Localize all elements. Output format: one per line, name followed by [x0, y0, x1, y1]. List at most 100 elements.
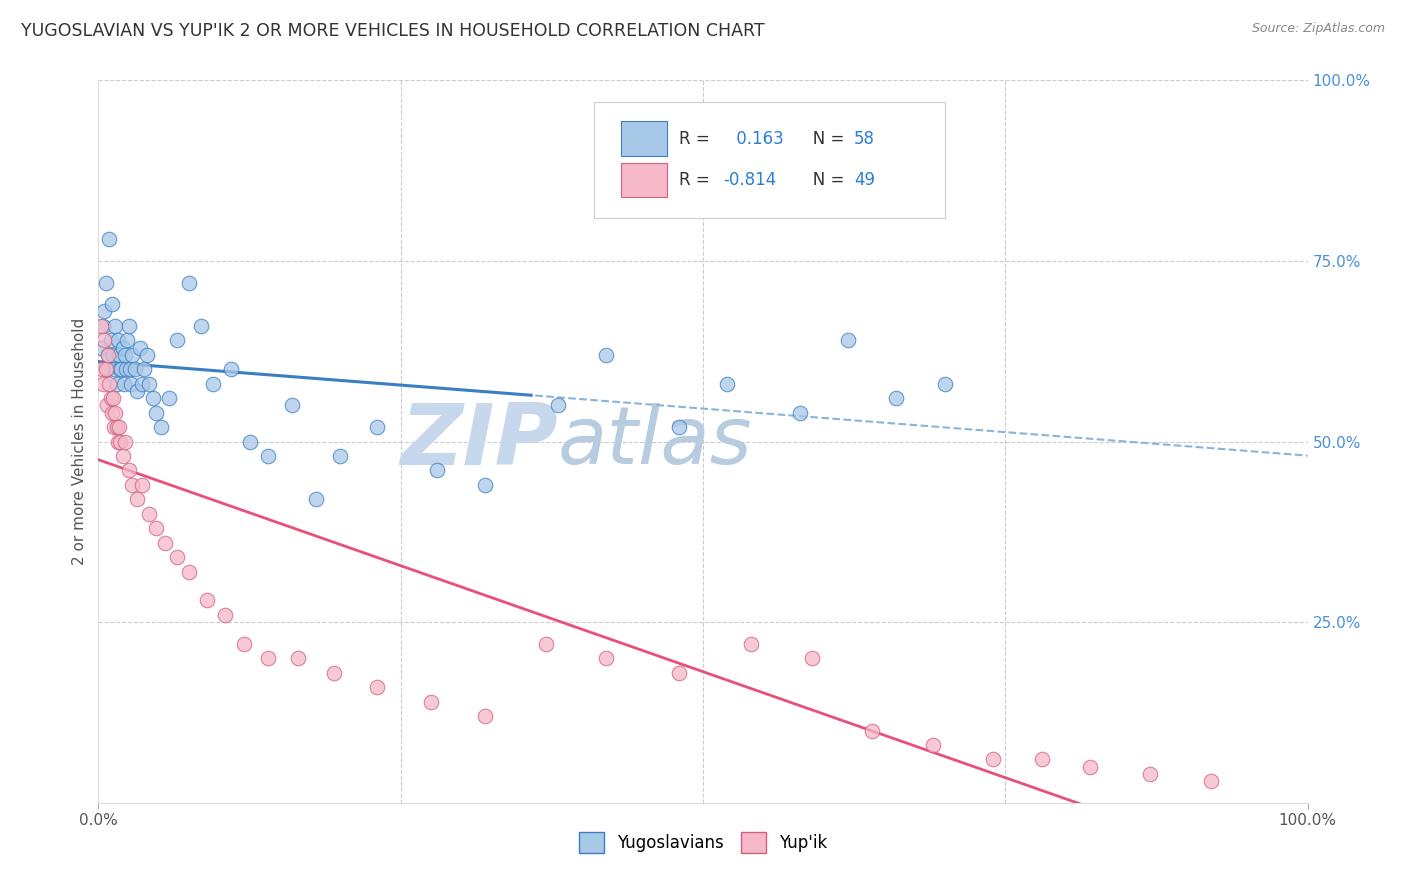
- Text: N =: N =: [797, 171, 851, 189]
- Point: [101, 391, 124, 405]
- FancyBboxPatch shape: [621, 162, 666, 197]
- Point: [256, 651, 278, 665]
- Point: [366, 420, 388, 434]
- Point: [90, 341, 112, 355]
- Point: [118, 362, 141, 376]
- Legend: Yugoslavians, Yup'ik: Yugoslavians, Yup'ik: [572, 826, 834, 860]
- Point: [114, 348, 136, 362]
- Point: [287, 651, 309, 665]
- Point: [131, 376, 153, 391]
- Point: [740, 637, 762, 651]
- Point: [131, 478, 153, 492]
- Point: [1199, 774, 1222, 789]
- Point: [96, 398, 118, 412]
- Point: [153, 535, 176, 549]
- Point: [111, 449, 134, 463]
- Point: [112, 376, 135, 391]
- Point: [981, 752, 1004, 766]
- Point: [93, 334, 115, 348]
- Point: [195, 593, 218, 607]
- Point: [934, 376, 956, 391]
- Point: [474, 478, 496, 492]
- Point: [100, 391, 122, 405]
- Point: [105, 420, 128, 434]
- Point: [145, 406, 167, 420]
- Point: [214, 607, 236, 622]
- Point: [179, 276, 201, 290]
- Point: [860, 723, 883, 738]
- Point: [115, 362, 138, 376]
- Point: [105, 376, 128, 391]
- Point: [120, 376, 142, 391]
- Point: [142, 391, 165, 405]
- Point: [426, 463, 449, 477]
- Point: [108, 348, 131, 362]
- Point: [97, 348, 120, 362]
- Point: [239, 434, 262, 449]
- Point: [100, 406, 122, 420]
- Text: R =: R =: [679, 130, 714, 148]
- Point: [103, 362, 125, 376]
- Point: [110, 362, 132, 376]
- Point: [128, 341, 150, 355]
- Point: [420, 695, 443, 709]
- Point: [101, 348, 124, 362]
- Point: [108, 434, 131, 449]
- Point: [107, 434, 129, 449]
- Point: [100, 334, 122, 348]
- Point: [323, 665, 346, 680]
- Text: ZIP: ZIP: [401, 400, 558, 483]
- Point: [166, 550, 188, 565]
- Point: [98, 232, 121, 246]
- Point: [366, 680, 388, 694]
- Point: [256, 449, 278, 463]
- Point: [107, 334, 129, 348]
- Point: [138, 376, 160, 391]
- Point: [547, 398, 569, 412]
- Point: [124, 362, 146, 376]
- Point: [138, 507, 160, 521]
- FancyBboxPatch shape: [621, 121, 666, 156]
- Point: [121, 478, 143, 492]
- Point: [886, 391, 908, 405]
- Point: [108, 362, 131, 376]
- Point: [145, 521, 167, 535]
- Point: [103, 420, 125, 434]
- Point: [93, 304, 115, 318]
- Point: [118, 318, 141, 333]
- Text: atlas: atlas: [558, 402, 752, 481]
- Point: [91, 318, 114, 333]
- FancyBboxPatch shape: [595, 102, 945, 218]
- Point: [114, 434, 136, 449]
- Point: [202, 376, 225, 391]
- Point: [190, 318, 212, 333]
- Point: [97, 348, 120, 362]
- Point: [98, 376, 121, 391]
- Point: [921, 738, 943, 752]
- Point: [595, 651, 617, 665]
- Point: [474, 709, 496, 723]
- Text: R =: R =: [679, 171, 714, 189]
- Point: [135, 348, 157, 362]
- Point: [179, 565, 201, 579]
- Point: [90, 318, 112, 333]
- Point: [305, 492, 328, 507]
- Point: [127, 384, 149, 398]
- Point: [96, 362, 118, 376]
- Text: 58: 58: [855, 130, 875, 148]
- Point: [91, 362, 114, 376]
- Point: [837, 334, 859, 348]
- Point: [534, 637, 557, 651]
- Y-axis label: 2 or more Vehicles in Household: 2 or more Vehicles in Household: [72, 318, 87, 566]
- Point: [104, 406, 127, 420]
- Point: [157, 391, 180, 405]
- Point: [221, 362, 243, 376]
- Point: [789, 406, 811, 420]
- Text: 0.163: 0.163: [731, 130, 783, 148]
- Point: [166, 334, 188, 348]
- Point: [595, 348, 617, 362]
- Text: Source: ZipAtlas.com: Source: ZipAtlas.com: [1251, 22, 1385, 36]
- Point: [668, 665, 690, 680]
- Point: [108, 420, 131, 434]
- Point: [716, 376, 738, 391]
